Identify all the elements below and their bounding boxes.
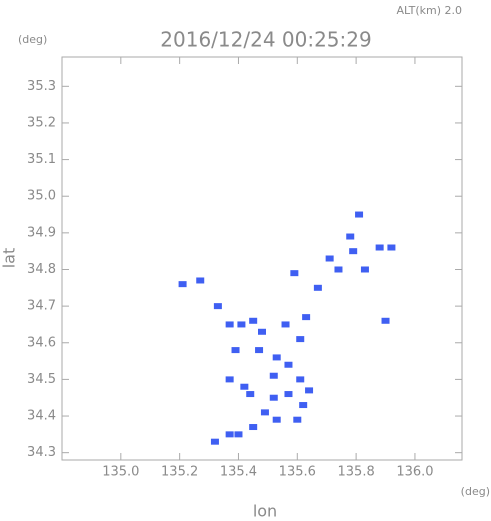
echo-cell [237,321,246,328]
echo-cell [360,266,369,273]
echo-cell [299,402,308,409]
echo-cell [272,354,281,361]
echo-cell [249,424,258,431]
echo-cell [305,387,314,394]
echo-cell [387,244,396,251]
echo-cell [246,391,255,398]
x-axis-label: lon [253,502,277,521]
echo-cell [334,266,343,273]
chart-title: 2016/12/24 00:25:29 [160,28,371,52]
echo-cell [213,303,222,310]
y-tick-label: 34.5 [27,372,56,387]
echo-cell [293,416,302,423]
echo-cell [272,416,281,423]
echo-cell [258,328,266,335]
echo-cell [296,336,305,343]
subtitle: ALT(km) 2.0 [396,4,462,17]
echo-cell [284,391,293,398]
plot-frame [61,56,463,461]
echo-cell [269,394,278,401]
echo-cell [249,317,258,324]
echo-cell [302,314,311,321]
echo-cell [381,317,390,324]
echo-cell [240,383,249,390]
echo-cell [260,409,269,416]
echo-cell [290,270,299,277]
echo-cell [178,281,187,288]
y-axis-label: lat [0,248,19,269]
x-unit: (deg) [461,485,490,498]
echo-cell [269,372,278,379]
echo-cell [284,361,293,368]
echo-cell [225,431,234,438]
echo-cell [313,284,322,291]
y-tick-label: 35.3 [27,79,56,94]
y-tick-label: 34.7 [27,299,56,314]
x-tick-label: 135.8 [338,465,375,480]
echo-cell [231,347,240,354]
echo-cell [346,233,355,240]
echo-cell [225,321,234,328]
x-tick-label: 135.0 [102,465,139,480]
echo-cell [210,438,219,445]
echo-cell [225,376,234,383]
x-tick-label: 136.0 [396,465,433,480]
echo-cell [325,255,334,262]
echo-cell [281,321,290,328]
y-tick-label: 34.3 [27,445,56,460]
echo-cell [349,248,358,255]
y-tick-label: 35.1 [27,152,56,167]
echo-cell [296,376,305,383]
echo-cell [234,431,243,438]
y-tick-label: 35.2 [27,115,56,130]
echo-cell [375,244,384,251]
y-tick-label: 34.9 [27,225,56,240]
x-tick-label: 135.2 [161,465,198,480]
y-tick-label: 35.0 [27,189,56,204]
y-unit: (deg) [18,33,47,46]
y-tick-label: 34.8 [27,262,56,277]
echo-cell [355,211,364,218]
x-tick-label: 135.4 [220,465,257,480]
y-tick-label: 34.4 [27,409,56,424]
x-tick-label: 135.6 [279,465,316,480]
echo-cell [255,347,264,354]
y-tick-label: 34.6 [27,335,56,350]
echo-cell [196,277,205,284]
